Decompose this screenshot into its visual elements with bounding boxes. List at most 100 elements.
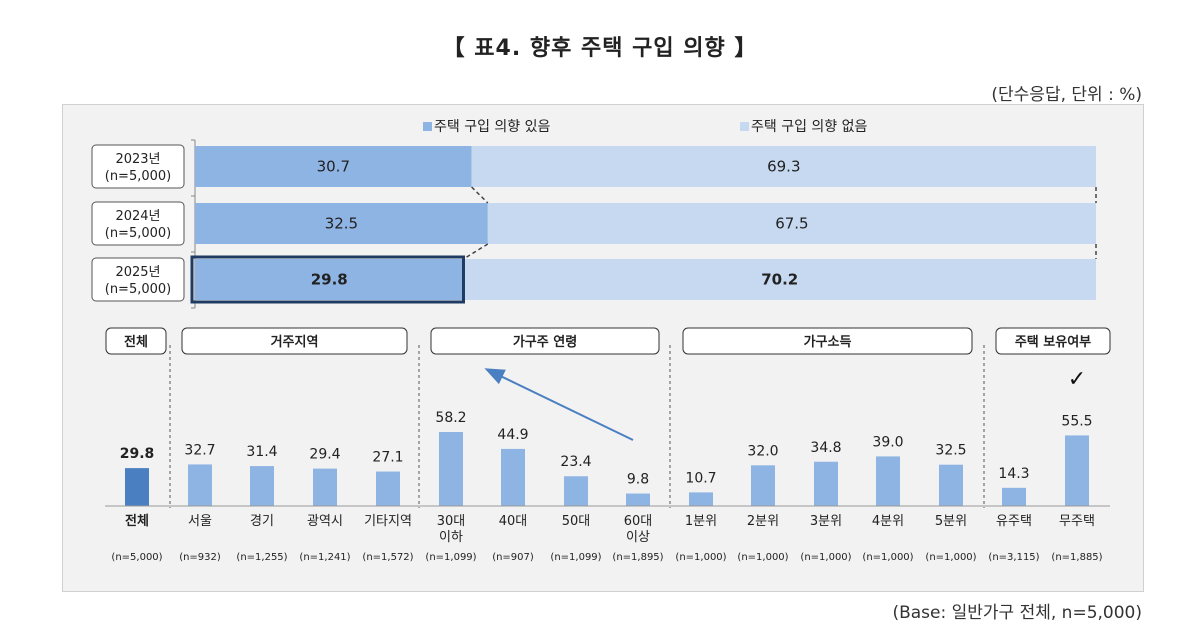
bar <box>689 492 713 506</box>
group-header-box <box>181 327 408 355</box>
category-label: 유주택 <box>996 514 1032 529</box>
bar-value: 44.9 <box>497 427 528 443</box>
category-n: (n=1,255) <box>236 552 287 563</box>
row-label-year: 2024년 <box>115 209 160 224</box>
category-label: 40대 <box>499 514 528 529</box>
category-n: (n=1,000) <box>925 552 976 563</box>
category-n: (n=1,099) <box>550 552 601 563</box>
group-header-label: 가구주 연령 <box>513 335 577 350</box>
row-label-n: (n=5,000) <box>105 226 172 241</box>
bar <box>939 464 963 506</box>
row-label-year: 2025년 <box>115 265 160 280</box>
bar-value: 31.4 <box>246 444 277 460</box>
category-n: (n=3,115) <box>988 552 1039 563</box>
bar <box>876 456 900 506</box>
checkmark-icon: ✓ <box>1068 367 1086 392</box>
category-sublabel: 이하 <box>439 530 463 545</box>
bar <box>125 468 149 506</box>
category-n: (n=1,000) <box>862 552 913 563</box>
category-label: 50대 <box>562 514 591 529</box>
stacked-bar-no <box>463 259 1096 300</box>
bar-value: 14.3 <box>998 466 1029 482</box>
row-label-box <box>91 257 185 302</box>
category-n: (n=932) <box>179 552 221 563</box>
stacked-bar-yes <box>195 146 472 187</box>
category-label: 60대 <box>624 514 653 529</box>
stacked-bar-yes <box>195 259 464 300</box>
connector-line <box>463 243 489 260</box>
category-label: 기타지역 <box>364 514 412 529</box>
bar-value: 29.4 <box>309 447 340 463</box>
bar-value: 23.4 <box>560 454 591 470</box>
bar <box>626 493 650 506</box>
bar <box>751 465 775 506</box>
category-n: (n=1,895) <box>612 552 663 563</box>
category-n: (n=1,572) <box>362 552 413 563</box>
stacked-bar-yes <box>195 203 488 244</box>
stacked-value-no: 67.5 <box>775 215 808 233</box>
stacked-value-yes: 29.8 <box>311 271 348 289</box>
legend-swatch-yes <box>423 122 432 131</box>
highlight-box <box>190 255 465 304</box>
category-label: 무주택 <box>1059 514 1095 529</box>
category-n: (n=1,241) <box>299 552 350 563</box>
legend-label-yes: 주택 구입 의향 있음 <box>434 119 551 135</box>
category-n: (n=1,099) <box>425 552 476 563</box>
bar <box>313 468 337 506</box>
group-header-label: 가구소득 <box>804 335 852 350</box>
stacked-bar-no <box>487 203 1096 244</box>
legend-label-no: 주택 구입 의향 없음 <box>751 119 868 135</box>
row-label-box <box>91 144 185 189</box>
bar-value: 32.7 <box>184 442 215 458</box>
stacked-value-no: 69.3 <box>767 158 800 176</box>
category-n: (n=907) <box>492 552 534 563</box>
category-n: (n=5,000) <box>111 552 162 563</box>
row-label-box <box>91 201 185 246</box>
stacked-value-no: 70.2 <box>761 271 798 289</box>
bar-value: 55.5 <box>1061 413 1092 429</box>
category-n: (n=1,000) <box>737 552 788 563</box>
category-label: 전체 <box>125 513 149 529</box>
row-label-n: (n=5,000) <box>105 282 172 297</box>
category-sublabel: 이상 <box>626 530 650 545</box>
bar <box>250 466 274 506</box>
bar <box>564 476 588 506</box>
stacked-value-yes: 30.7 <box>317 158 350 176</box>
category-n: (n=1,885) <box>1051 552 1102 563</box>
bar-value: 34.8 <box>810 440 841 456</box>
row-label-year: 2023년 <box>115 152 160 167</box>
bar-value: 27.1 <box>372 450 403 466</box>
stacked-value-yes: 32.5 <box>325 215 358 233</box>
category-label: 경기 <box>250 514 274 529</box>
bar-value: 32.5 <box>935 443 966 459</box>
bar-value: 9.8 <box>627 472 649 488</box>
stacked-bar-no <box>471 146 1096 187</box>
bar <box>814 461 838 506</box>
legend-swatch-no <box>740 122 749 131</box>
group-header-box <box>430 327 660 355</box>
bar-value: 29.8 <box>120 446 155 462</box>
group-header-box <box>682 327 973 355</box>
bar <box>439 432 463 506</box>
bar-value: 39.0 <box>872 434 903 450</box>
group-header-box <box>105 327 167 355</box>
group-header-box <box>995 327 1111 355</box>
group-header-label: 전체 <box>124 334 148 350</box>
category-label: 광역시 <box>307 514 343 529</box>
bar <box>376 471 400 506</box>
connector-line <box>471 186 489 204</box>
bar <box>1065 435 1089 506</box>
base-note: (Base: 일반가구 전체, n=5,000) <box>892 603 1142 623</box>
category-label: 2분위 <box>747 514 779 529</box>
category-label: 1분위 <box>685 514 717 529</box>
bar-value: 32.0 <box>747 443 778 459</box>
group-header-label: 주택 보유여부 <box>1015 334 1091 350</box>
row-label-n: (n=5,000) <box>105 169 172 184</box>
category-label: 3분위 <box>810 514 842 529</box>
trend-arrow <box>484 368 634 441</box>
chart-title: 【 표4. 향후 주택 구입 의향 】 <box>442 36 758 61</box>
category-n: (n=1,000) <box>675 552 726 563</box>
bar <box>188 464 212 506</box>
group-header-label: 거주지역 <box>271 334 319 350</box>
